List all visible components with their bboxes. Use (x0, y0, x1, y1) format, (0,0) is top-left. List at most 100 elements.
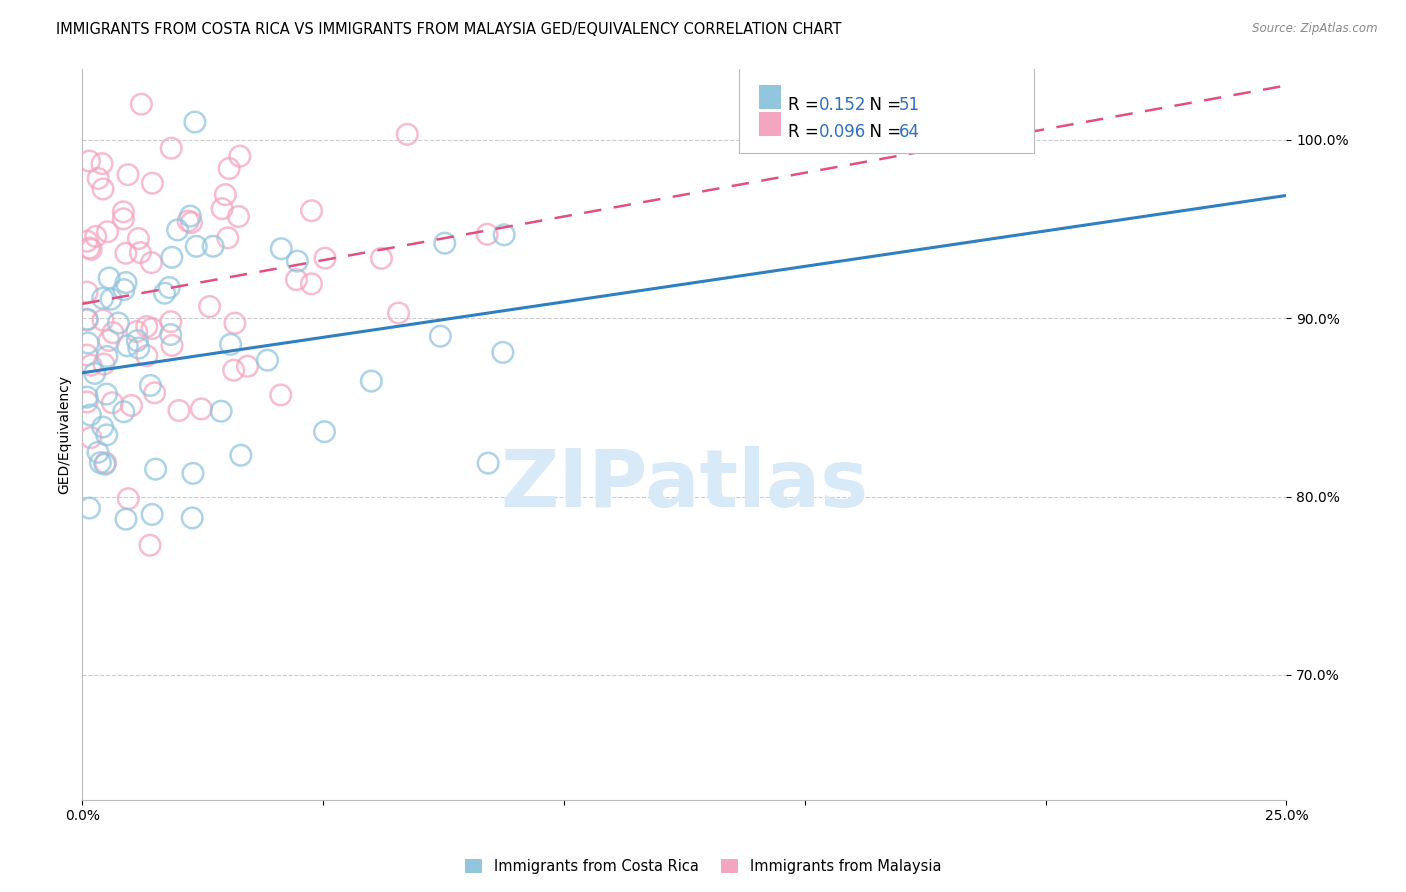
Point (101, 326, 124, 340)
Point (79, 501, 101, 516)
Point (117, 339, 139, 353)
Point (96, 350, 118, 364)
Text: Source: ZipAtlas.com: Source: ZipAtlas.com (1253, 22, 1378, 36)
Point (141, 508, 163, 522)
Text: N =: N = (859, 96, 907, 114)
Point (100, 292, 122, 306)
Point (160, 141, 183, 155)
Text: 0.096: 0.096 (820, 123, 866, 141)
Point (91, 182, 114, 196)
Point (184, 115, 207, 129)
Point (190, 401, 212, 416)
Point (477, 456, 499, 470)
Text: N =: N = (859, 123, 907, 141)
Point (153, 286, 176, 301)
Point (181, 511, 204, 525)
Point (177, 214, 200, 228)
Point (218, 161, 240, 176)
Y-axis label: GED/Equivalency: GED/Equivalency (58, 375, 72, 493)
Point (91, 313, 114, 327)
Point (228, 210, 250, 224)
Text: 51: 51 (898, 96, 920, 114)
Point (209, 404, 232, 418)
Point (76, 312, 98, 326)
Point (80, 358, 103, 372)
Point (141, 176, 163, 190)
Point (128, 341, 150, 355)
Point (135, 349, 157, 363)
Point (79, 408, 101, 422)
FancyBboxPatch shape (738, 65, 1033, 153)
Point (270, 388, 292, 402)
Point (96, 387, 118, 401)
FancyBboxPatch shape (759, 86, 780, 109)
Point (229, 448, 252, 462)
Point (494, 227, 516, 242)
Point (91, 420, 114, 434)
Point (139, 378, 162, 392)
Point (429, 329, 451, 343)
Point (96, 225, 118, 239)
Point (224, 316, 246, 330)
Point (159, 327, 181, 342)
Legend: Immigrants from Costa Rica, Immigrants from Malaysia: Immigrants from Costa Rica, Immigrants f… (458, 854, 948, 880)
Point (97, 334, 120, 348)
Point (180, 216, 202, 230)
Point (160, 251, 183, 265)
Point (160, 338, 183, 352)
Point (145, 462, 167, 476)
Point (127, 231, 149, 245)
Point (166, 223, 188, 237)
Point (143, 385, 166, 400)
Point (76, 348, 98, 362)
Point (214, 187, 236, 202)
Point (211, 202, 233, 216)
Point (89, 456, 111, 470)
Point (217, 231, 239, 245)
Point (301, 277, 323, 291)
Point (101, 396, 124, 410)
Point (139, 538, 162, 552)
Text: ZIPatlas: ZIPatlas (501, 446, 869, 524)
Point (131, 97, 153, 112)
Point (112, 204, 135, 219)
Point (117, 168, 139, 182)
Point (181, 467, 204, 481)
Point (76, 313, 98, 327)
Point (396, 128, 419, 142)
Point (91, 291, 114, 305)
Point (115, 276, 138, 290)
Point (270, 242, 292, 256)
Point (287, 254, 309, 268)
Point (129, 245, 152, 260)
Point (492, 345, 515, 359)
Point (202, 239, 225, 253)
Point (112, 211, 135, 226)
Point (125, 325, 148, 339)
Point (87, 445, 110, 459)
Point (79, 241, 101, 255)
Point (256, 353, 278, 368)
Point (387, 306, 409, 320)
Point (76, 395, 98, 409)
Point (314, 251, 336, 265)
Point (112, 283, 135, 297)
Point (96, 428, 118, 442)
Point (112, 405, 135, 419)
Point (98, 271, 121, 285)
Point (160, 315, 183, 329)
Point (141, 255, 163, 269)
Point (76, 234, 98, 248)
Point (76, 390, 98, 404)
FancyBboxPatch shape (759, 112, 780, 136)
Point (83, 367, 105, 381)
Point (198, 300, 221, 314)
Point (370, 252, 392, 266)
Point (115, 246, 138, 260)
Point (135, 319, 157, 334)
Point (222, 363, 245, 377)
Point (141, 321, 163, 335)
Point (91, 156, 114, 170)
Point (87, 171, 110, 186)
Point (229, 149, 252, 163)
